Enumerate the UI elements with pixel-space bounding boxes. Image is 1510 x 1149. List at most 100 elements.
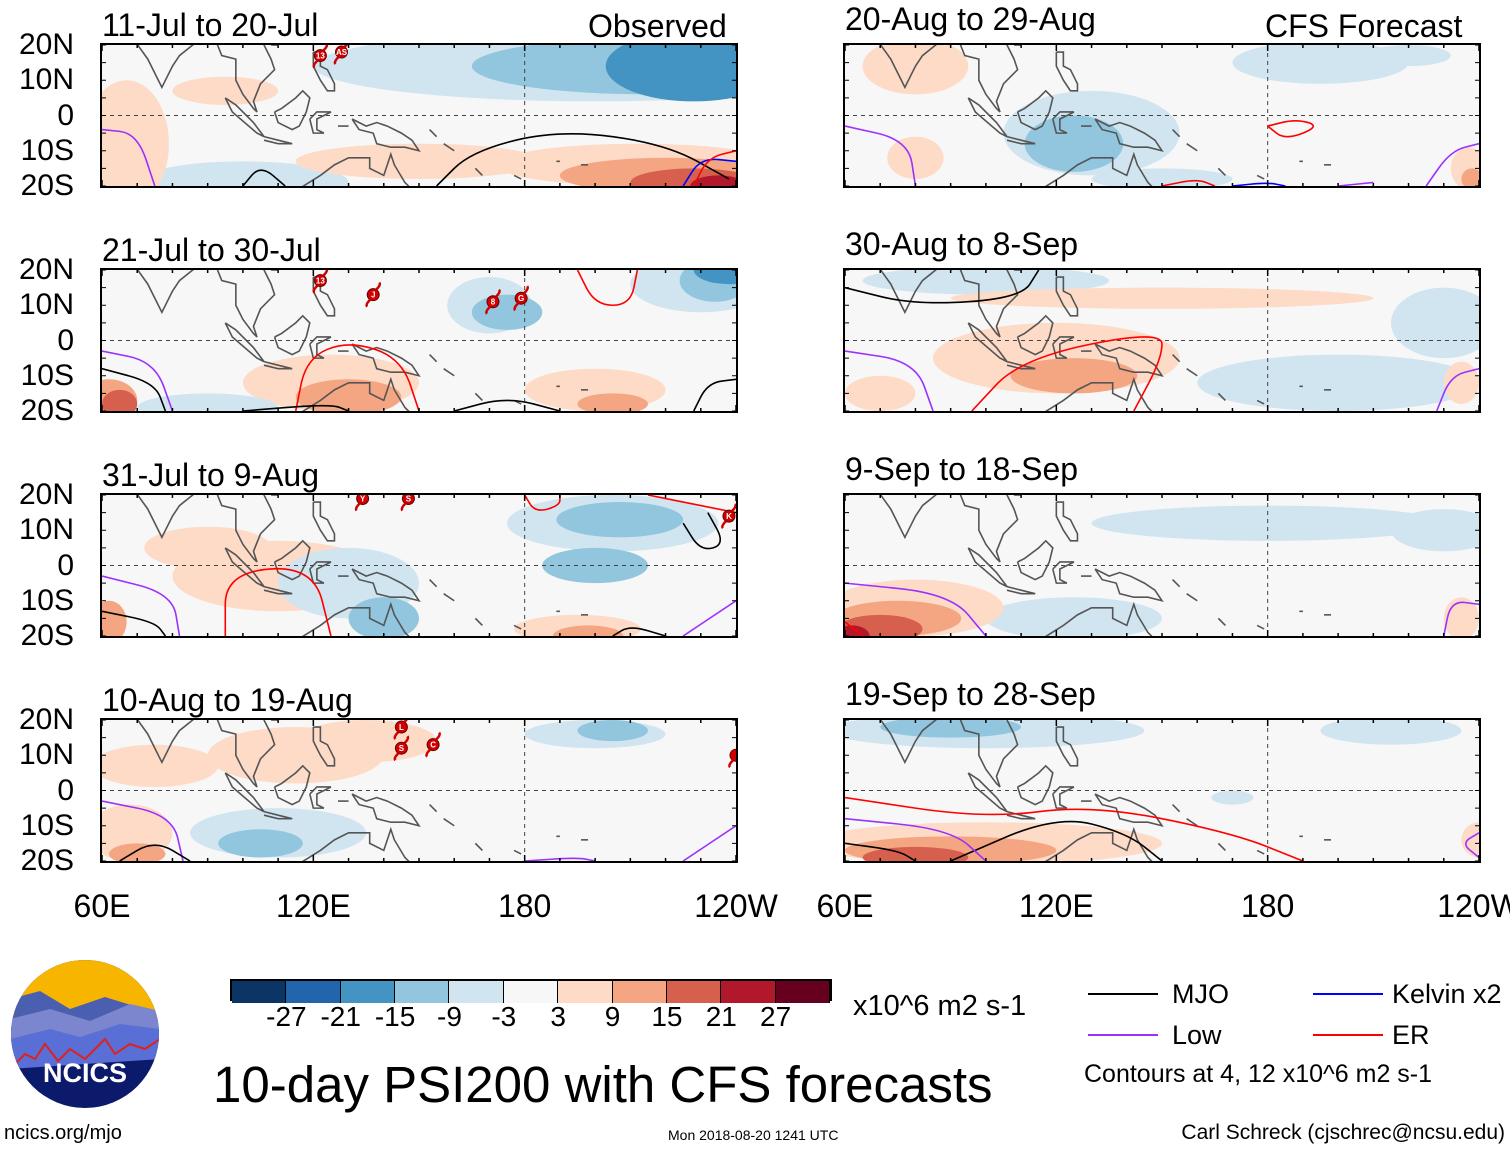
storm-label: 13 xyxy=(316,277,325,286)
lat-tick-label: 0 xyxy=(57,98,74,132)
wave-contour xyxy=(294,344,420,411)
wave-contour xyxy=(682,825,736,861)
psi-anomaly-region xyxy=(1461,168,1479,186)
lat-tick-label: 20S xyxy=(20,844,74,877)
coastline xyxy=(1006,135,1036,145)
wave-contour xyxy=(693,149,736,186)
lat-tick-label: 20N xyxy=(18,253,74,286)
psi-anomaly-region xyxy=(1010,358,1138,394)
timestamp: Mon 2018-08-20 1241 UTC xyxy=(668,1127,839,1143)
storm-label: 8 xyxy=(491,298,496,307)
coastline xyxy=(263,585,293,595)
psi-anomaly-region xyxy=(577,720,648,742)
colorbar-label: -3 xyxy=(491,1001,517,1032)
map-panel: Y S K xyxy=(100,493,738,638)
lat-tick-label: 20N xyxy=(18,703,74,736)
coastline xyxy=(136,270,276,338)
coastline xyxy=(967,547,1008,588)
coastline xyxy=(1217,617,1226,626)
tropical-cyclone-marker: C xyxy=(425,731,441,758)
coastline xyxy=(474,167,483,176)
map-plot xyxy=(845,270,1479,411)
wave-contour xyxy=(845,621,864,636)
coastline xyxy=(312,501,336,542)
lon-tick-label: 60E xyxy=(816,888,874,924)
coastline xyxy=(301,376,410,411)
colorbar-label: -27 xyxy=(266,1001,307,1032)
coastline xyxy=(879,495,1019,563)
colorbar-label: -9 xyxy=(437,1001,462,1032)
ncics-logo: NCICS xyxy=(11,960,159,1108)
psi-anomaly-region xyxy=(887,136,944,179)
colorbar-swatch xyxy=(395,981,450,1003)
lat-tick-label: 10N xyxy=(18,63,74,97)
colorbar-swatch xyxy=(340,981,396,1003)
coastline xyxy=(967,97,1008,138)
map-panel: 13 J 8 G xyxy=(100,268,738,413)
coastline xyxy=(879,45,1019,113)
storm-label: S xyxy=(406,495,412,504)
wave-contour xyxy=(1425,142,1479,186)
coastline xyxy=(429,804,438,813)
storm-label: S xyxy=(399,744,405,753)
wave-contour xyxy=(119,844,191,861)
psi-anomaly-region xyxy=(102,389,138,411)
psi-anomaly-region xyxy=(542,547,648,584)
map-plot: L S C xyxy=(102,720,736,861)
figure-title: 10-day PSI200 with CFS forecasts xyxy=(213,1056,993,1113)
wave-contour xyxy=(845,817,987,861)
tropical-cyclone-marker: 8 xyxy=(485,288,501,315)
colorbar-swatch xyxy=(449,981,504,1003)
coastline xyxy=(309,786,332,809)
colorbar-swatch xyxy=(503,981,559,1003)
lat-tick-label: 10S xyxy=(20,808,74,842)
coastline xyxy=(1217,842,1226,851)
coastline xyxy=(513,849,522,855)
psi-anomaly-region xyxy=(862,45,969,95)
coastline xyxy=(224,322,265,363)
psi-anomaly-region xyxy=(605,45,736,102)
psi-anomaly-region xyxy=(295,143,543,179)
map-panel: L S C xyxy=(100,718,738,863)
coastline xyxy=(1186,368,1198,377)
coastline xyxy=(1186,143,1198,152)
lat-tick-label: 0 xyxy=(57,323,74,357)
author-credit: Carl Schreck (cjschrec@ncsu.edu) xyxy=(1181,1121,1505,1144)
colorbar-swatch xyxy=(775,981,830,1003)
map-panel xyxy=(843,718,1481,863)
coastline xyxy=(273,539,311,581)
wave-contour xyxy=(1435,367,1479,411)
panel-title: 30-Aug to 8-Sep xyxy=(845,226,1079,262)
map-plot xyxy=(845,45,1479,186)
site-link[interactable]: ncics.org/mjo xyxy=(4,1122,122,1144)
tropical-cyclone-marker: K xyxy=(721,503,736,530)
coastline xyxy=(273,89,311,131)
coastline xyxy=(309,111,332,134)
wave-contour xyxy=(1465,832,1479,859)
coastline xyxy=(1217,167,1226,176)
map-panel: 13 AS xyxy=(100,43,738,188)
legend-line-low xyxy=(1088,1034,1158,1036)
psi-anomaly-region xyxy=(1091,505,1444,541)
lat-tick-label: 20S xyxy=(20,394,74,427)
wave-contour xyxy=(971,336,1163,411)
coastline xyxy=(1016,539,1054,581)
panel-title: 20-Aug to 29-Aug xyxy=(845,1,1096,37)
coastline xyxy=(351,568,421,603)
observed-header: Observed xyxy=(588,8,727,44)
legend-label-er: ER xyxy=(1392,1020,1430,1050)
wave-contour xyxy=(1267,119,1315,138)
lat-tick-label: 20S xyxy=(20,619,74,652)
panel-title: 19-Sep to 28-Sep xyxy=(845,676,1096,712)
lon-tick-label: 120E xyxy=(275,888,351,924)
tropical-cyclone-marker: G xyxy=(513,285,529,312)
wave-contour xyxy=(950,820,1163,861)
colorbar-label: 15 xyxy=(651,1001,683,1032)
wave-contour xyxy=(647,495,736,514)
lon-tick-label: 180 xyxy=(497,888,552,924)
coastline xyxy=(1016,764,1054,806)
wave-contour xyxy=(524,857,596,861)
wave-contour xyxy=(102,350,174,411)
lat-tick-label: 20N xyxy=(18,28,74,61)
coastline xyxy=(312,726,336,767)
